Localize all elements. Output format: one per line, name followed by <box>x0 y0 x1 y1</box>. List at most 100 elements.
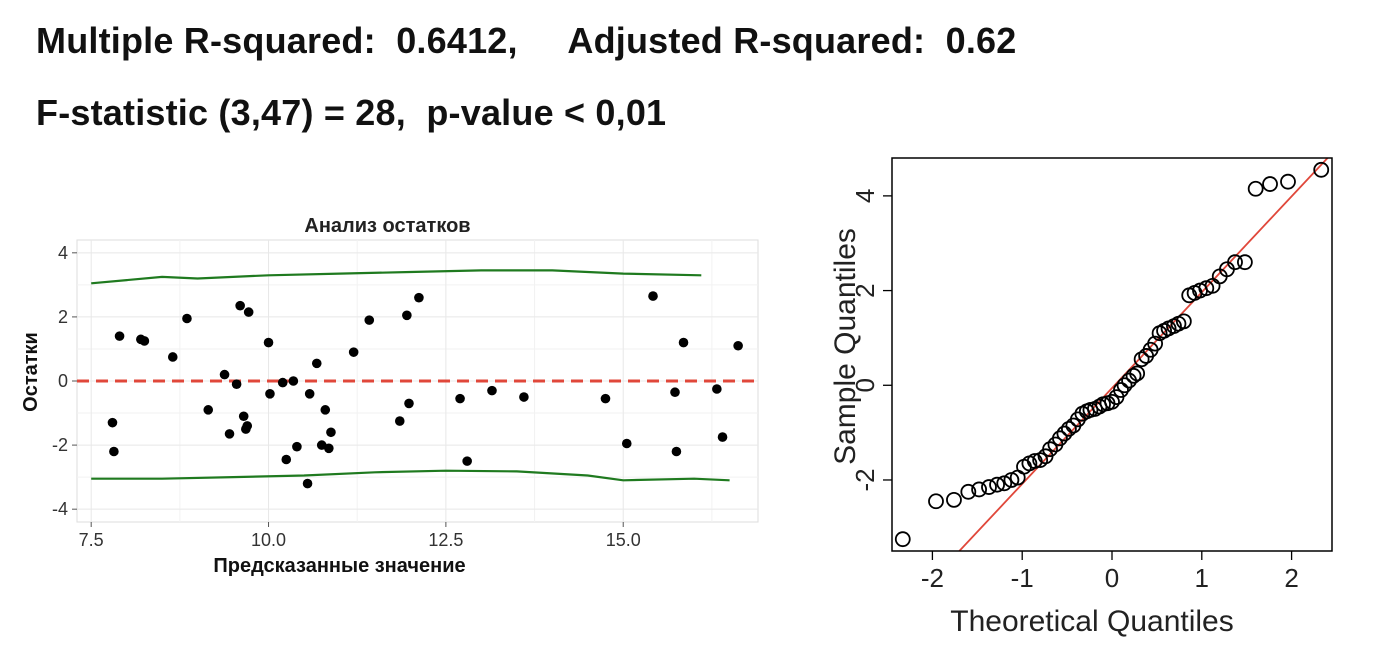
data-point <box>648 291 658 301</box>
data-point <box>235 300 245 311</box>
data-point <box>265 389 275 399</box>
data-point <box>302 478 313 489</box>
data-point <box>231 379 242 390</box>
data-point <box>320 405 331 415</box>
qq-point <box>1175 313 1192 330</box>
data-point <box>455 393 465 404</box>
qq-point <box>960 483 977 500</box>
qq-point <box>996 475 1013 492</box>
data-point <box>519 392 529 402</box>
data-point <box>600 393 611 404</box>
qq-point <box>1052 430 1068 447</box>
qq-point <box>946 491 962 508</box>
data-point <box>167 352 178 362</box>
f-statistic-summary: F-statistic (3,47) = 28, p-value < 0,01 <box>36 92 667 133</box>
y-tick-label: -4 <box>52 499 68 519</box>
x-tick-label: 15.0 <box>606 530 641 550</box>
data-point <box>311 358 322 369</box>
data-point <box>203 405 214 415</box>
data-point <box>621 438 632 449</box>
data-point <box>348 347 359 357</box>
data-point <box>242 421 253 431</box>
y-axis-title: Sample Quantiles <box>829 228 862 465</box>
qq-point <box>1129 365 1146 382</box>
qq-point <box>1116 377 1133 394</box>
data-point <box>109 446 119 457</box>
data-point <box>670 387 680 398</box>
qq-point <box>1262 176 1278 192</box>
y-tick-label: 4 <box>850 189 880 203</box>
qq-point <box>1247 180 1264 197</box>
qq-point <box>1056 425 1073 442</box>
y-tick-label: 0 <box>58 371 68 391</box>
x-tick-label: -2 <box>921 563 944 593</box>
y-tick-label: 4 <box>58 243 68 263</box>
data-point <box>717 432 728 442</box>
data-point <box>364 315 375 325</box>
y-axis-title: Остатки <box>20 332 42 412</box>
data-point <box>243 307 254 317</box>
qq-point <box>1313 161 1330 178</box>
qq-point <box>1227 254 1243 271</box>
data-point <box>324 443 334 454</box>
qq-point <box>1280 173 1296 190</box>
qq-point <box>1060 420 1077 437</box>
qq-point <box>1113 382 1129 398</box>
data-point <box>107 417 118 428</box>
qq-point <box>971 481 988 498</box>
data-point <box>394 416 405 426</box>
data-point <box>671 446 682 457</box>
plot-box <box>891 157 1333 552</box>
data-point <box>678 337 689 348</box>
qq-reference-line <box>958 158 1329 551</box>
data-point <box>402 310 412 321</box>
qq-point <box>989 476 1005 493</box>
data-point <box>139 336 150 346</box>
data-point <box>292 441 302 452</box>
residual-analysis-chart: 7.5 10.0 12.5 15.0 -4 -2 0 2 4 Анализ остатков Пре… <box>20 215 759 577</box>
data-point <box>277 377 288 388</box>
data-point <box>487 385 497 396</box>
qq-plot-chart: -2 -1 0 1 2 -2 0 2 4 Theoretical Quantiles Sample … <box>829 157 1333 638</box>
data-point <box>712 384 722 394</box>
x-tick-label: 7.5 <box>79 530 104 550</box>
x-tick-label: -1 <box>1011 563 1034 593</box>
y-tick-label: 2 <box>58 307 68 327</box>
data-point <box>733 340 743 351</box>
x-tick-label: 12.5 <box>428 530 463 550</box>
data-point <box>326 427 336 438</box>
data-point <box>219 369 230 380</box>
x-axis-title: Theoretical Quantiles <box>950 605 1233 638</box>
data-point <box>238 411 249 422</box>
r-squared-summary: Multiple R-squared: 0.6412, Adjusted R-s… <box>36 20 1017 61</box>
qq-point <box>1133 351 1150 368</box>
qq-point <box>1104 393 1120 410</box>
data-point <box>288 376 299 386</box>
lower-band-line <box>91 469 730 482</box>
data-point <box>281 454 292 465</box>
y-tick-label: 0 <box>850 378 880 392</box>
data-point <box>304 389 315 399</box>
qq-point <box>1125 367 1142 384</box>
x-tick-label: 1 <box>1195 563 1209 593</box>
data-point <box>263 337 274 348</box>
qq-point <box>894 531 911 548</box>
y-tick-label: -2 <box>52 435 68 455</box>
x-tick-label: 0 <box>1105 563 1119 593</box>
x-axis-title: Предсказанные значение <box>213 555 465 577</box>
data-point <box>414 292 424 303</box>
chart-title: Анализ остатков <box>304 215 470 237</box>
x-tick-label: 2 <box>1284 563 1298 593</box>
data-point <box>224 429 235 439</box>
data-point <box>462 456 472 466</box>
data-point <box>404 398 414 409</box>
qq-point <box>1026 453 1043 469</box>
x-tick-label: 10.0 <box>251 530 286 550</box>
qq-point <box>1042 441 1058 458</box>
qq-point <box>1236 254 1253 271</box>
y-tick-label: -2 <box>850 468 880 491</box>
qq-point <box>981 479 997 495</box>
upper-band-line <box>91 269 702 285</box>
data-point <box>182 313 192 324</box>
data-point <box>114 331 125 341</box>
